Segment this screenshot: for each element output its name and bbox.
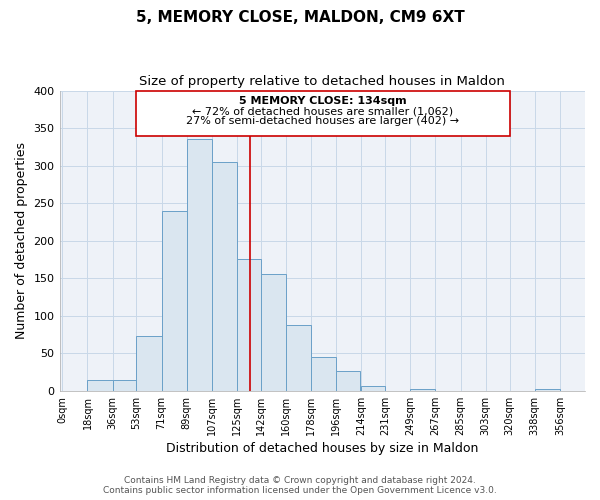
Text: ← 72% of detached houses are smaller (1,062): ← 72% of detached houses are smaller (1,… — [193, 106, 454, 117]
Text: 5 MEMORY CLOSE: 134sqm: 5 MEMORY CLOSE: 134sqm — [239, 96, 407, 106]
Bar — [136, 336, 161, 391]
Bar — [361, 386, 385, 391]
Bar — [311, 357, 336, 391]
Bar — [410, 388, 436, 391]
Bar — [161, 210, 187, 391]
Text: 27% of semi-detached houses are larger (402) →: 27% of semi-detached houses are larger (… — [187, 116, 460, 126]
Bar — [336, 370, 360, 391]
Text: 5, MEMORY CLOSE, MALDON, CM9 6XT: 5, MEMORY CLOSE, MALDON, CM9 6XT — [136, 10, 464, 25]
Bar — [286, 325, 311, 391]
Text: Contains HM Land Registry data © Crown copyright and database right 2024.
Contai: Contains HM Land Registry data © Crown c… — [103, 476, 497, 495]
Bar — [237, 260, 261, 391]
Title: Size of property relative to detached houses in Maldon: Size of property relative to detached ho… — [139, 75, 505, 88]
Bar — [535, 390, 560, 391]
FancyBboxPatch shape — [136, 90, 509, 136]
Y-axis label: Number of detached properties: Number of detached properties — [15, 142, 28, 339]
Bar — [212, 162, 237, 391]
Bar — [88, 380, 113, 391]
Bar — [113, 380, 136, 391]
X-axis label: Distribution of detached houses by size in Maldon: Distribution of detached houses by size … — [166, 442, 478, 455]
Bar — [261, 274, 286, 391]
Bar — [187, 140, 212, 391]
